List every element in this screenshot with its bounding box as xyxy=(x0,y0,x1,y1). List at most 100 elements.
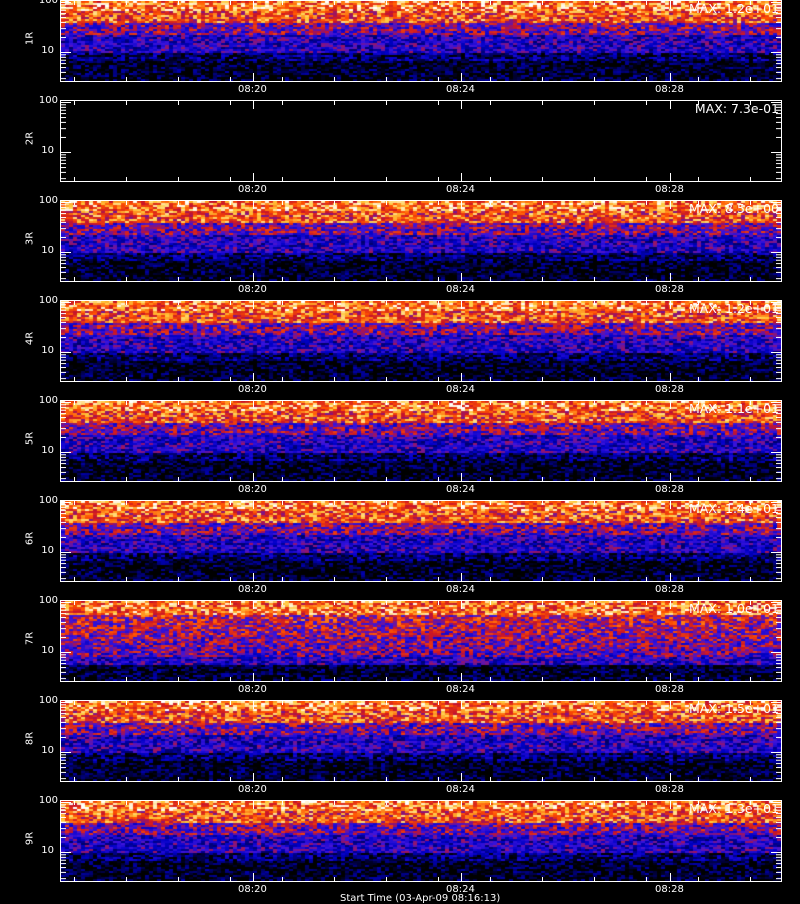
x-tick-label: 08:28 xyxy=(655,884,684,895)
x-tick-label: 08:20 xyxy=(238,684,267,695)
x-tick-label: 08:28 xyxy=(655,84,684,95)
y-tick-label: 100 xyxy=(38,495,58,506)
spectrogram-panel: 100 10 2R 08:20 08:24 08:28 MAX: 7.3e-01 xyxy=(0,95,800,200)
spectrogram-image xyxy=(61,801,781,881)
x-tick-label: 08:28 xyxy=(655,284,684,295)
spectrogram-panel: 100 10 7R 08:20 08:24 08:28 MAX: 1.0e+01 xyxy=(0,595,800,700)
x-tick-label: 08:24 xyxy=(446,384,475,395)
spectrogram-image xyxy=(61,501,781,581)
y-tick-label: 100 xyxy=(38,0,58,6)
y-tick-label: 100 xyxy=(38,295,58,306)
panel-max-label: MAX: 1.1e+01 xyxy=(688,401,779,416)
spectrogram-panel: 100 10 6R 08:20 08:24 08:28 MAX: 1.4e+01 xyxy=(0,495,800,600)
x-tick-label: 08:24 xyxy=(446,784,475,795)
x-tick-label: 08:24 xyxy=(446,284,475,295)
y-tick-label: 10 xyxy=(41,745,54,756)
x-tick-label: 08:20 xyxy=(238,584,267,595)
spectrogram-panel: 100 10 9R 08:20 08:24 08:28 MAX: 1.3e+01 xyxy=(0,795,800,900)
panel-axes xyxy=(60,300,782,382)
x-tick-label: 08:24 xyxy=(446,584,475,595)
panel-ylabel: 7R xyxy=(24,631,36,646)
y-tick-label: 100 xyxy=(38,95,58,106)
panel-ylabel: 2R xyxy=(24,131,36,146)
plot-frame xyxy=(60,600,782,682)
panel-axes xyxy=(60,700,782,782)
panel-max-label: MAX: 1.0e+01 xyxy=(688,601,779,616)
y-tick-label: 100 xyxy=(38,395,58,406)
spectrogram-panel: 100 10 1R 08:20 08:24 08:28 MAX: 1.2e+01 xyxy=(0,0,800,100)
y-tick-label: 100 xyxy=(38,195,58,206)
plot-frame xyxy=(60,800,782,882)
footer-time-label: Start Time (03-Apr-09 08:16:13) xyxy=(340,893,501,904)
plot-frame xyxy=(60,100,782,182)
spectrogram-panel: 100 10 3R 08:20 08:24 08:28 MAX: 8.5e+00 xyxy=(0,195,800,300)
panel-max-label: MAX: 1.3e+01 xyxy=(688,801,779,816)
plot-frame xyxy=(60,700,782,782)
x-tick-label: 08:28 xyxy=(655,784,684,795)
x-tick-label: 08:24 xyxy=(446,184,475,195)
spectrogram-image xyxy=(61,101,781,181)
panel-axes xyxy=(60,600,782,682)
plot-frame xyxy=(60,500,782,582)
spectrogram-image xyxy=(61,601,781,681)
panel-axes xyxy=(60,500,782,582)
spectrogram-panel: 100 10 8R 08:20 08:24 08:28 MAX: 1.5e+01 xyxy=(0,695,800,800)
panel-axes xyxy=(60,200,782,282)
panel-ylabel: 4R xyxy=(24,331,36,346)
x-tick-label: 08:24 xyxy=(446,484,475,495)
y-tick-label: 100 xyxy=(38,595,58,606)
x-tick-label: 08:20 xyxy=(238,184,267,195)
panel-ylabel: 8R xyxy=(24,731,36,746)
spectrogram-image xyxy=(61,401,781,481)
x-tick-label: 08:20 xyxy=(238,384,267,395)
plot-frame xyxy=(60,0,782,82)
plot-frame xyxy=(60,400,782,482)
panel-ylabel: 5R xyxy=(24,431,36,446)
panel-axes xyxy=(60,800,782,882)
panel-ylabel: 6R xyxy=(24,531,36,546)
panel-axes xyxy=(60,400,782,482)
x-tick-label: 08:20 xyxy=(238,884,267,895)
x-tick-label: 08:20 xyxy=(238,84,267,95)
x-tick-label: 08:28 xyxy=(655,484,684,495)
panel-ylabel: 9R xyxy=(24,831,36,846)
y-tick-label: 10 xyxy=(41,345,54,356)
panel-max-label: MAX: 8.5e+00 xyxy=(688,201,779,216)
panel-max-label: MAX: 1.2e+01 xyxy=(688,301,779,316)
panel-ylabel: 1R xyxy=(24,31,36,46)
spectrogram-image xyxy=(61,301,781,381)
y-tick-label: 10 xyxy=(41,845,54,856)
x-tick-label: 08:24 xyxy=(446,684,475,695)
y-tick-label: 100 xyxy=(38,795,58,806)
x-tick-label: 08:20 xyxy=(238,484,267,495)
spectrogram-image xyxy=(61,1,781,81)
x-tick-label: 08:28 xyxy=(655,184,684,195)
y-tick-label: 100 xyxy=(38,695,58,706)
panel-max-label: MAX: 1.5e+01 xyxy=(688,701,779,716)
y-tick-label: 10 xyxy=(41,145,54,156)
panel-max-label: MAX: 1.2e+01 xyxy=(688,1,779,16)
y-tick-label: 10 xyxy=(41,645,54,656)
x-tick-label: 08:28 xyxy=(655,684,684,695)
panel-axes xyxy=(60,0,782,82)
panel-max-label: MAX: 7.3e-01 xyxy=(694,101,779,116)
y-tick-label: 10 xyxy=(41,545,54,556)
y-tick-label: 10 xyxy=(41,45,54,56)
spectrogram-image xyxy=(61,701,781,781)
x-tick-label: 08:28 xyxy=(655,384,684,395)
panel-ylabel: 3R xyxy=(24,231,36,246)
spectrogram-panel: 100 10 5R 08:20 08:24 08:28 MAX: 1.1e+01 xyxy=(0,395,800,500)
spectrogram-image xyxy=(61,201,781,281)
y-tick-label: 10 xyxy=(41,445,54,456)
x-tick-label: 08:20 xyxy=(238,784,267,795)
y-tick-label: 10 xyxy=(41,245,54,256)
x-tick-label: 08:20 xyxy=(238,284,267,295)
x-tick-label: 08:24 xyxy=(446,884,475,895)
plot-frame xyxy=(60,300,782,382)
panel-max-label: MAX: 1.4e+01 xyxy=(688,501,779,516)
x-tick-label: 08:24 xyxy=(446,84,475,95)
spectrogram-panel: 100 10 4R 08:20 08:24 08:28 MAX: 1.2e+01 xyxy=(0,295,800,400)
plot-frame xyxy=(60,200,782,282)
x-tick-label: 08:28 xyxy=(655,584,684,595)
